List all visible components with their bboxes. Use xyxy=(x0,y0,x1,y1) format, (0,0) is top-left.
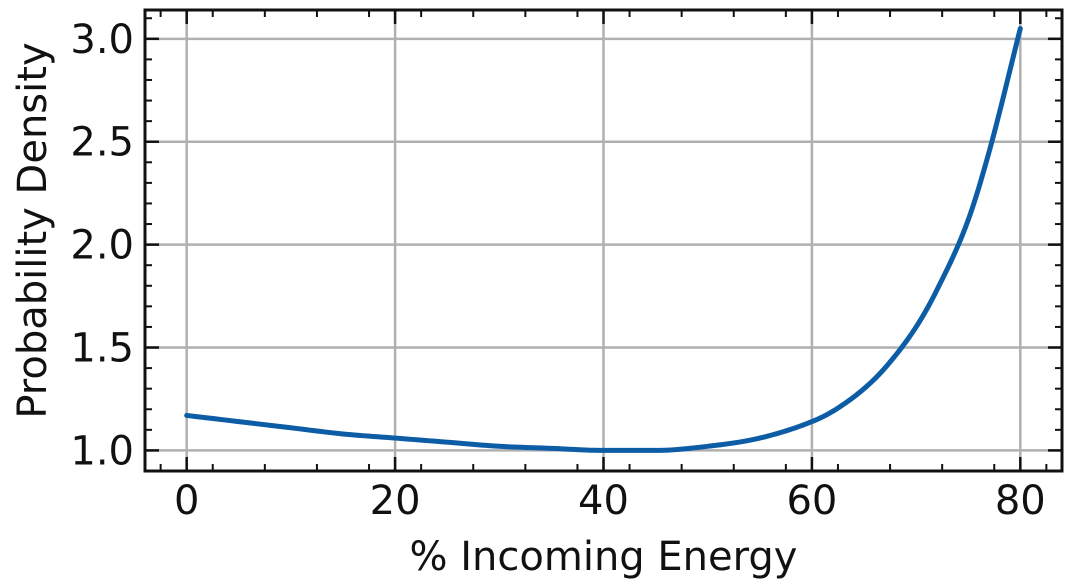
series-line xyxy=(184,26,1023,453)
x-tick-labels: 0 20 40 60 80 xyxy=(174,478,1046,524)
x-axis-label: % Incoming Energy xyxy=(410,534,798,580)
y-tick-label: 2.0 xyxy=(70,223,134,269)
grid xyxy=(145,10,1062,471)
x-tick-label: 20 xyxy=(370,478,421,524)
y-tick-label: 1.5 xyxy=(70,326,134,372)
y-tick-labels: 1.0 1.5 2.0 2.5 3.0 xyxy=(70,17,134,475)
y-tick-label: 2.5 xyxy=(70,120,134,166)
series-layer xyxy=(184,26,1023,453)
y-tick-label: 3.0 xyxy=(70,17,134,63)
x-tick-label: 60 xyxy=(786,478,837,524)
y-axis-label: Probability Density xyxy=(10,42,56,418)
x-tick-label: 0 xyxy=(174,478,199,524)
x-tick-label: 80 xyxy=(995,478,1046,524)
ticks xyxy=(145,10,1062,471)
x-tick-label: 40 xyxy=(578,478,629,524)
y-tick-label: 1.0 xyxy=(70,428,134,474)
